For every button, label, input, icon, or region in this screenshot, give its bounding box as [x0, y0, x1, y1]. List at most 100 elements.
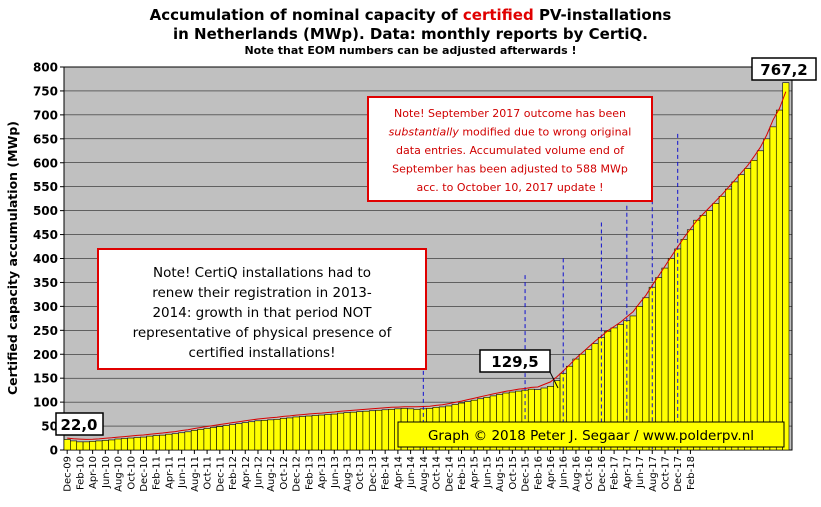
x-tick-label: Feb-18: [686, 456, 697, 490]
svg-text:Graph © 2018 Peter J. Segaar /: Graph © 2018 Peter J. Segaar / www.polde…: [428, 428, 754, 444]
bar: [381, 409, 389, 451]
bar: [114, 438, 122, 451]
bar: [712, 203, 720, 451]
note2-line: substantially modified due to wrong orig…: [389, 126, 632, 139]
bar: [82, 441, 90, 451]
y-tick-label: 800: [33, 61, 58, 75]
y-tick-label: 100: [33, 396, 58, 410]
x-tick-label: Apr-13: [317, 456, 328, 489]
bar: [171, 433, 179, 451]
bar: [330, 413, 338, 451]
bar: [260, 420, 268, 451]
x-tick-label: Aug-14: [419, 456, 430, 492]
bar: [63, 439, 71, 451]
bar: [769, 126, 777, 451]
bar: [686, 229, 694, 451]
bar: [248, 421, 256, 451]
x-tick-label: Dec-12: [292, 456, 303, 492]
bar: [744, 168, 752, 451]
x-tick-label: Oct-11: [203, 456, 214, 490]
bar: [368, 410, 376, 451]
bar: [775, 109, 783, 451]
x-tick-label: Feb-15: [457, 456, 468, 490]
x-tick-label: Jun-14: [406, 456, 417, 489]
bar: [299, 416, 306, 451]
y-tick-label: 400: [33, 252, 58, 266]
y-tick-label: 0: [50, 444, 58, 458]
x-tick-label: Dec-10: [139, 456, 150, 492]
bar: [337, 412, 345, 451]
x-tick-label: Jun-11: [177, 456, 188, 489]
bar: [152, 435, 160, 451]
y-tick-label: 700: [33, 108, 58, 122]
x-tick-label: Dec-15: [521, 456, 532, 492]
x-tick-label: Feb-14: [381, 456, 392, 490]
bar: [699, 215, 707, 451]
bar: [235, 423, 243, 451]
bar: [362, 410, 370, 451]
bar: [120, 438, 128, 451]
bar: [184, 431, 192, 451]
bar: [267, 419, 275, 451]
y-tick-label: 150: [33, 372, 58, 386]
bar: [718, 195, 726, 451]
bar: [108, 439, 116, 451]
bar: [197, 429, 205, 451]
x-tick-label: Dec-09: [63, 456, 74, 492]
bar: [159, 434, 167, 451]
bar: [209, 427, 217, 451]
x-tick-label: Feb-10: [75, 456, 86, 490]
bar: [343, 412, 351, 451]
x-tick-label: Aug-17: [648, 456, 659, 492]
x-tick-label: Apr-15: [470, 456, 481, 489]
y-axis-label: Certified capacity accumulation (MWp): [5, 121, 20, 395]
note2-line: Note! September 2017 outcome has been: [394, 107, 626, 120]
bar: [756, 150, 764, 451]
note2-line: data entries. Accumulated volume end of: [396, 144, 625, 157]
x-tick-label: Oct-17: [661, 456, 672, 490]
bar: [725, 188, 733, 451]
x-tick-label: Apr-16: [546, 456, 557, 489]
bar: [292, 416, 300, 451]
bar: [229, 424, 237, 451]
x-tick-label: Aug-13: [343, 456, 354, 492]
x-tick-label: Feb-11: [152, 456, 163, 490]
x-tick-label: Dec-13: [368, 456, 379, 492]
bar: [311, 415, 319, 451]
chart-title-line2: in Netherlands (MWp). Data: monthly repo…: [173, 25, 648, 43]
x-tick-label: Apr-10: [88, 456, 99, 489]
bar: [674, 248, 682, 451]
chart-subtitle: Note that EOM numbers can be adjusted af…: [244, 44, 577, 57]
x-tick-label: Feb-17: [610, 456, 621, 490]
bar: [750, 160, 758, 451]
bar: [782, 82, 790, 451]
x-tick-label: Dec-17: [673, 456, 684, 492]
bar: [737, 174, 745, 451]
x-tick-label: Oct-10: [126, 456, 137, 490]
x-tick-label: Feb-13: [304, 456, 315, 490]
x-tick-label: Apr-17: [622, 456, 633, 489]
bar: [127, 437, 135, 451]
y-tick-label: 450: [33, 228, 58, 242]
y-tick-label: 650: [33, 132, 58, 146]
note-september-2017: Note! September 2017 outcome has been sub…: [367, 96, 653, 202]
bar: [375, 409, 383, 451]
bar: [286, 417, 294, 451]
bar: [70, 440, 78, 451]
x-tick-label: Dec-11: [215, 456, 226, 492]
bar: [133, 437, 141, 451]
bar: [178, 432, 186, 451]
bar: [254, 420, 262, 451]
note-registration: Note! CertiQ installations had to renew t…: [97, 248, 427, 370]
bar: [305, 415, 313, 451]
bar: [318, 414, 326, 451]
bar: [706, 210, 713, 451]
bar: [190, 430, 198, 451]
x-tick-label: Oct-16: [584, 456, 595, 490]
y-tick-label: 500: [33, 204, 58, 218]
bar: [165, 433, 173, 451]
bar: [388, 409, 396, 451]
bar: [89, 441, 97, 451]
bar: [241, 422, 249, 451]
